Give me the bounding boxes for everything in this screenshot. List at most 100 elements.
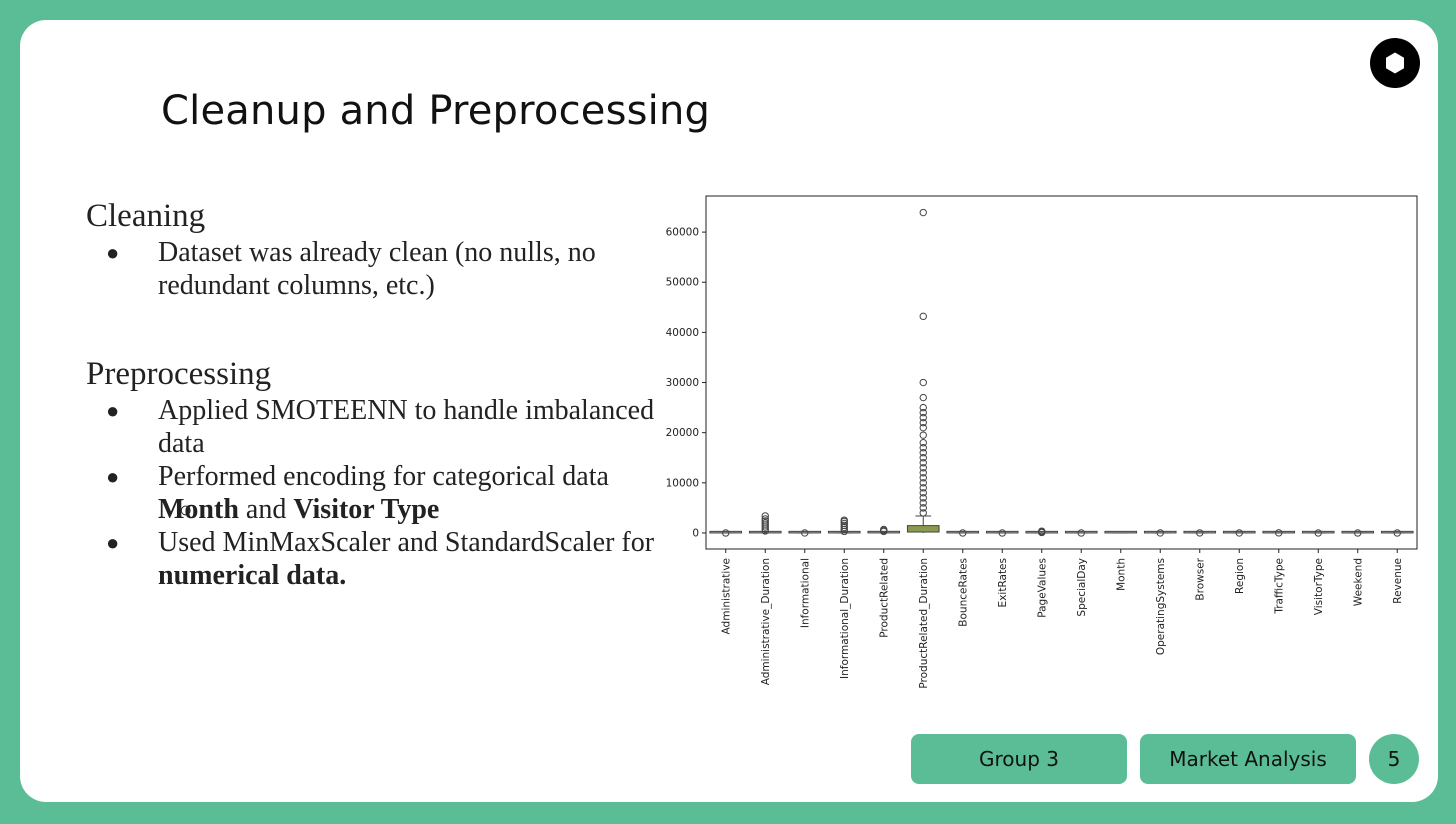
sub-bullet-icon: ○ xyxy=(179,497,193,522)
outlier-point xyxy=(761,515,769,523)
box xyxy=(1104,530,1138,534)
group-label: Group 3 xyxy=(911,734,1127,784)
bullet-icon: ● xyxy=(106,398,120,423)
x-tick-label: Browser xyxy=(1194,557,1206,600)
outlier-point xyxy=(1196,529,1204,537)
y-tick-label: 10000 xyxy=(666,477,699,489)
y-tick-label: 50000 xyxy=(666,277,699,289)
cleaning-bullet-text: Dataset was already clean (no nulls, no … xyxy=(158,237,596,301)
x-tick-label: Weekend xyxy=(1352,558,1364,606)
boxplot-svg: 0 10000 20000 30000 40000 50000 60000 Administr… xyxy=(666,195,1418,689)
hexagon-logo-icon xyxy=(1370,38,1420,88)
outlier-point xyxy=(919,509,927,517)
outlier-point xyxy=(919,431,927,439)
box xyxy=(1380,530,1414,534)
list-item: ● Applied SMOTEENN to handle imbalanced … xyxy=(86,394,656,460)
outlier-point xyxy=(840,516,848,524)
x-tick-label: Informational_Duration xyxy=(839,558,851,679)
y-tick-label: 0 xyxy=(692,527,699,539)
outlier-point xyxy=(761,517,769,525)
box xyxy=(1301,530,1335,534)
x-tick-label: Month xyxy=(1115,558,1127,591)
outlier-point xyxy=(801,529,809,537)
outlier-point xyxy=(761,512,769,520)
preprocessing-heading: Preprocessing xyxy=(86,356,272,392)
outlier-point xyxy=(919,378,927,387)
sub-bullet-visitor-type: Visitor Type xyxy=(293,494,440,525)
x-tick-label: OperatingSystems xyxy=(1155,558,1167,655)
text-content: Cleaning ● Dataset was already clean (no… xyxy=(86,196,656,592)
outlier-point xyxy=(1038,527,1046,535)
sub-bullet-and: and xyxy=(238,494,294,525)
plot-frame xyxy=(705,195,1418,550)
x-tick-label: Region xyxy=(1234,558,1246,594)
outlier-point xyxy=(761,519,769,527)
box xyxy=(1262,530,1296,534)
outlier-point xyxy=(1393,529,1401,537)
outlier-point xyxy=(919,423,927,432)
list-item: ○ Month and Visitor Type xyxy=(86,493,656,526)
y-tick-label: 40000 xyxy=(666,327,699,339)
preprocessing-list: ● Applied SMOTEENN to handle imbalanced … xyxy=(86,394,656,592)
x-tick-label: SpecialDay xyxy=(1076,558,1088,617)
slide-title: Cleanup and Preprocessing xyxy=(161,88,711,134)
box xyxy=(1064,530,1098,534)
outlier-point xyxy=(919,418,927,427)
x-tick-label: TrafficType xyxy=(1273,558,1285,615)
cleaning-list: ● Dataset was already clean (no nulls, n… xyxy=(86,236,656,302)
list-item: ● Performed encoding for categorical dat… xyxy=(86,460,656,493)
x-tick-label: Informational xyxy=(799,558,811,628)
box xyxy=(788,530,822,534)
cleaning-heading: Cleaning xyxy=(86,198,206,234)
outlier-point xyxy=(919,469,927,477)
outlier-point xyxy=(840,519,848,528)
preprocessing-bullet-2: Performed encoding for categorical data xyxy=(158,461,609,492)
box xyxy=(1183,530,1217,534)
list-item: ● Used MinMaxScaler and StandardScaler f… xyxy=(86,526,656,592)
x-tick-label: Administrative_Duration xyxy=(760,558,772,685)
outlier-point xyxy=(919,444,927,452)
outlier-point xyxy=(919,474,927,482)
list-item: ● Dataset was already clean (no nulls, n… xyxy=(86,236,656,302)
outlier-point xyxy=(919,479,927,487)
outlier-point xyxy=(919,489,927,497)
sub-bullet-month: Month xyxy=(158,494,239,525)
outlier-point xyxy=(919,208,927,217)
outlier-point xyxy=(919,499,927,507)
outlier-point xyxy=(1354,529,1362,537)
outlier-point xyxy=(880,525,888,534)
bullet-icon: ● xyxy=(106,530,120,555)
preprocessing-bullet-1: Applied SMOTEENN to handle imbalanced da… xyxy=(158,395,655,459)
outlier-point xyxy=(998,529,1006,537)
x-tick-label: BounceRates xyxy=(957,558,969,627)
bullet-icon: ● xyxy=(106,464,120,489)
outlier-point xyxy=(919,403,927,412)
box xyxy=(709,530,743,534)
outlier-point xyxy=(840,521,848,530)
boxplot-chart: 0 10000 20000 30000 40000 50000 60000 Administr… xyxy=(640,190,1420,725)
preprocessing-bullet-3: Used MinMaxScaler and StandardScaler for xyxy=(158,527,655,558)
outlier-point xyxy=(919,459,927,467)
box xyxy=(906,525,940,533)
outlier-point xyxy=(919,438,927,447)
outlier-point xyxy=(722,529,730,537)
x-tick-label: ProductRelated_Duration xyxy=(918,558,930,689)
topic-label: Market Analysis xyxy=(1140,734,1356,784)
outlier-point xyxy=(919,393,927,402)
box xyxy=(946,530,980,534)
bullet-icon: ● xyxy=(106,240,120,265)
outlier-point xyxy=(919,504,927,512)
outlier-point xyxy=(1314,529,1322,537)
x-tick-label: Administrative xyxy=(720,558,732,634)
preprocessing-bullet-3-bold: numerical data. xyxy=(158,560,347,591)
x-tick-label: ProductRelated xyxy=(878,558,890,638)
box xyxy=(1143,530,1177,534)
box xyxy=(1341,530,1375,534)
outlier-point xyxy=(919,494,927,502)
box xyxy=(985,530,1019,534)
outlier-point xyxy=(1156,529,1164,537)
outlier-point xyxy=(919,408,927,417)
outlier-point xyxy=(919,454,927,462)
outlier-point xyxy=(919,484,927,492)
x-tick-label: VisitorType xyxy=(1313,558,1325,615)
